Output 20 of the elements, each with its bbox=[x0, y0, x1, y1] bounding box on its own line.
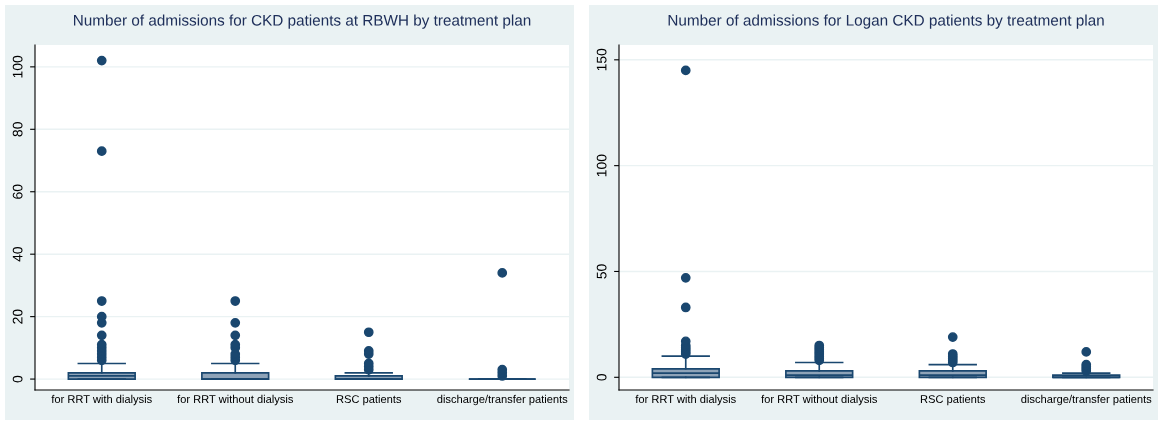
x-tick-label: discharge/transfer patients bbox=[1021, 394, 1152, 406]
y-tick-label: 100 bbox=[596, 154, 607, 177]
x-tick-label: discharge/transfer patients bbox=[437, 394, 568, 406]
x-tick-label: RSC patients bbox=[336, 394, 402, 406]
y-tick-label: 20 bbox=[12, 309, 23, 324]
y-tick-label: 50 bbox=[596, 264, 607, 279]
y-tick-label: 0 bbox=[12, 375, 23, 383]
x-tick-label: RSC patients bbox=[920, 394, 986, 406]
chart-title: Number of admissions for CKD patients at RBWH by treatment plan bbox=[74, 14, 531, 29]
x-tick-label: for RRT without dialysis bbox=[177, 394, 294, 406]
y-tick-label: 100 bbox=[12, 55, 23, 78]
y-tick-label: 40 bbox=[12, 247, 23, 262]
x-tick-label: for RRT without dialysis bbox=[761, 394, 878, 406]
x-tick-label: for RRT with dialysis bbox=[635, 394, 736, 406]
chart-title: Number of admissions for Logan CKD patients by treatment plan bbox=[668, 14, 1104, 29]
y-tick-label: 60 bbox=[12, 184, 23, 199]
x-tick-label: for RRT with dialysis bbox=[51, 394, 152, 406]
y-tick-label: 0 bbox=[596, 373, 607, 381]
y-tick-label: 80 bbox=[12, 122, 23, 137]
y-tick-label: 150 bbox=[596, 48, 607, 71]
